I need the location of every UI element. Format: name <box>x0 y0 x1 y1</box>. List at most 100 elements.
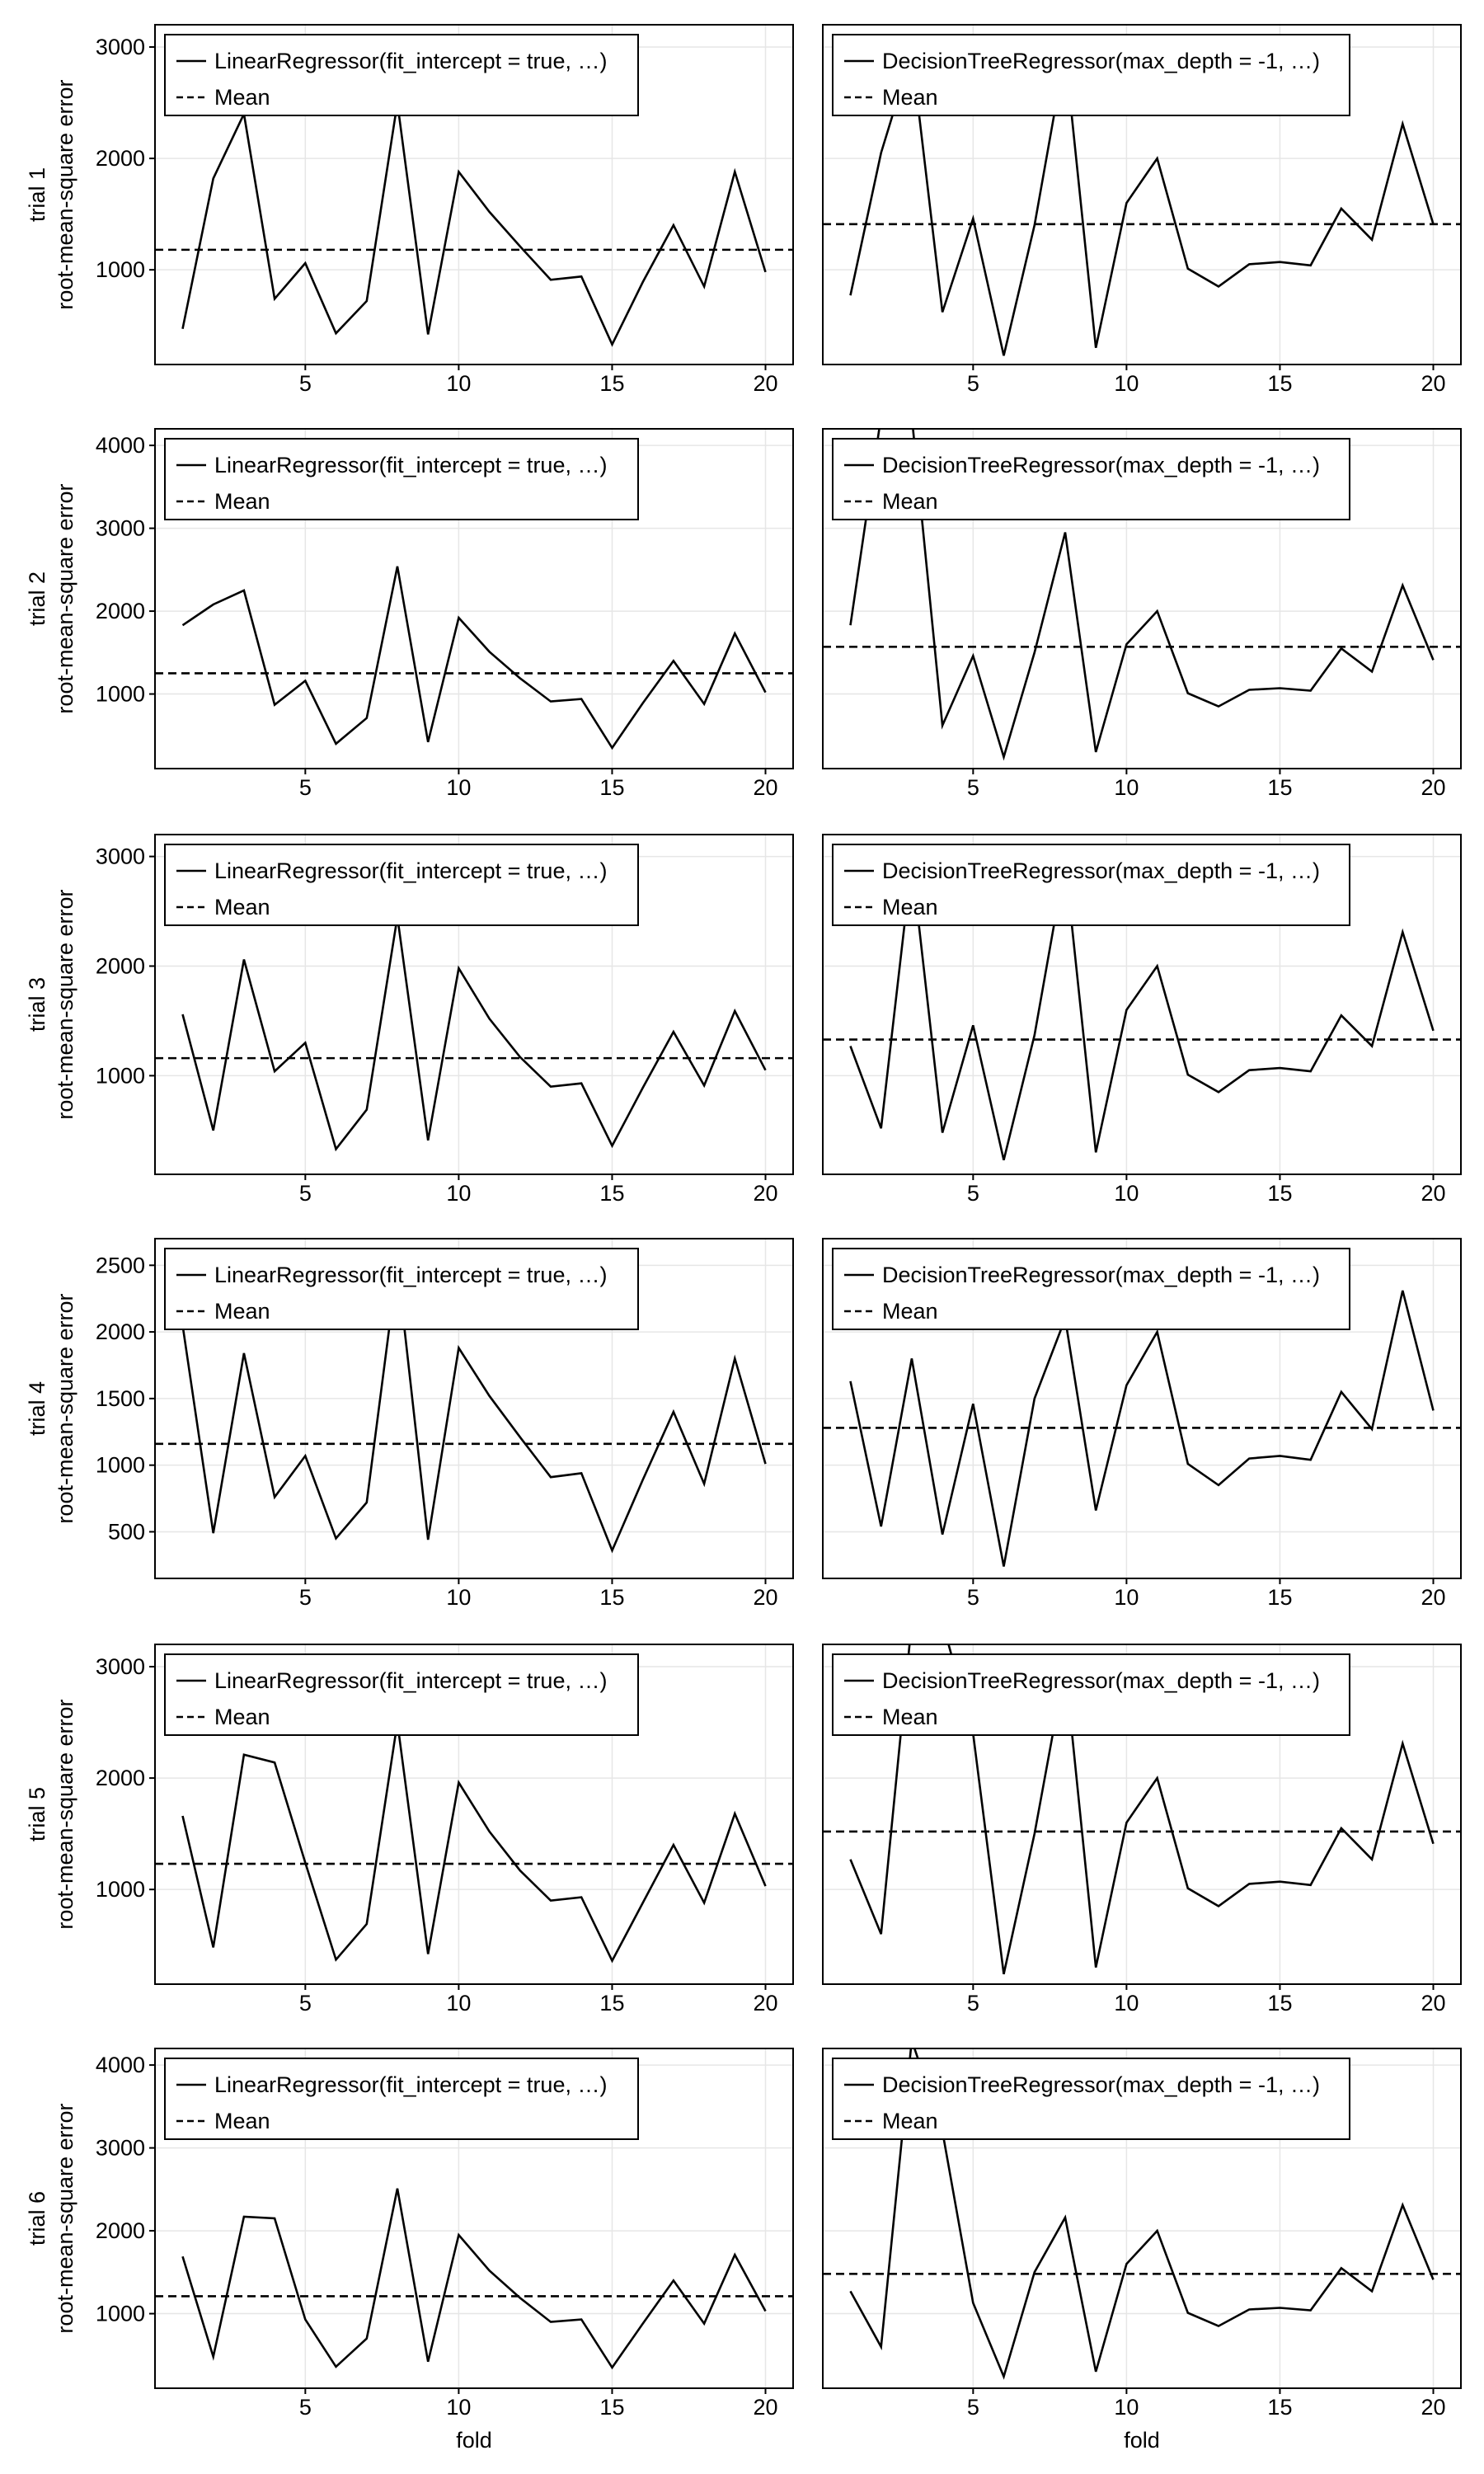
y-tick-label: 3000 <box>96 2136 145 2161</box>
series-line <box>181 1722 767 1964</box>
x-tick-label: 15 <box>1267 2395 1292 2420</box>
x-tick-label: 10 <box>446 1991 471 2015</box>
y-tick-label: 3000 <box>96 516 145 541</box>
x-tick-label: 20 <box>753 1181 777 1206</box>
x-tick-label: 15 <box>599 2395 624 2420</box>
series-line <box>849 2048 1435 2380</box>
plot-frame <box>154 24 794 365</box>
x-tick-label: 15 <box>1267 775 1292 800</box>
plot-frame <box>822 428 1462 769</box>
y-tick-label: 1000 <box>96 2302 145 2326</box>
y-tick-label: 2000 <box>96 953 145 978</box>
plot-frame <box>822 2048 1462 2389</box>
row-label: trial 2 <box>25 571 49 626</box>
x-tick-label: 20 <box>753 2395 777 2420</box>
y-tick-label: 500 <box>108 1519 145 1544</box>
x-tick-label: 5 <box>967 2395 979 2420</box>
legend-series-label: LinearRegressor(fit_intercept = true, …) <box>214 2072 607 2097</box>
legend-box <box>164 1248 639 1330</box>
series-line <box>849 1644 1435 1975</box>
series-line <box>849 861 1435 1161</box>
legend-series-label: DecisionTreeRegressor(max_depth = -1, …) <box>882 453 1320 477</box>
legend-mean-label: Mean <box>214 1705 270 1729</box>
x-axis-label: fold <box>1124 2428 1160 2453</box>
x-tick-label: 20 <box>1421 2395 1445 2420</box>
series-line <box>849 429 1435 761</box>
x-tick-label: 10 <box>446 371 471 396</box>
x-tick-label: 10 <box>446 1585 471 1610</box>
y-tick-label: 3000 <box>96 844 145 869</box>
legend-series-label: DecisionTreeRegressor(max_depth = -1, …) <box>882 1263 1320 1287</box>
x-tick-label: 15 <box>599 775 624 800</box>
panel-r6-c2: 5 10 15 20 DecisionTreeRegressor(max_depth =… <box>822 2048 1462 2453</box>
x-tick-label: 10 <box>446 1181 471 1206</box>
y-tick-label: 1500 <box>96 1386 145 1411</box>
legend-series-label: DecisionTreeRegressor(max_depth = -1, …) <box>882 2072 1320 2097</box>
x-tick-label: 15 <box>1267 1991 1292 2015</box>
x-tick-label: 15 <box>599 1585 624 1610</box>
panel-r2-c1: 5 10 15 20 1000 2000 3000 4000 LinearRegressor(f… <box>25 428 794 800</box>
x-tick-label: 5 <box>967 371 979 396</box>
x-tick-label: 5 <box>299 775 312 800</box>
legend-mean-label: Mean <box>214 489 270 514</box>
x-tick-label: 10 <box>1114 1181 1139 1206</box>
y-tick-label: 1000 <box>96 1877 145 1902</box>
legend-mean-label: Mean <box>882 1299 938 1324</box>
legend-box <box>164 844 639 926</box>
y-tick-label: 3000 <box>96 1654 145 1679</box>
x-tick-label: 15 <box>1267 1181 1292 1206</box>
series-line <box>181 566 767 750</box>
legend-box <box>832 1653 1350 1736</box>
y-tick-label: 2000 <box>96 1766 145 1790</box>
legend-box <box>164 2058 639 2140</box>
legend-series-label: DecisionTreeRegressor(max_depth = -1, …) <box>882 858 1320 883</box>
legend-series-label: LinearRegressor(fit_intercept = true, …) <box>214 49 607 73</box>
legend-mean-label: Mean <box>214 1299 270 1324</box>
x-tick-label: 5 <box>967 1181 979 1206</box>
panel-r4-c2: 5 10 15 20 DecisionTreeRegressor(max_depth =… <box>822 1238 1462 1610</box>
legend-box <box>832 844 1350 926</box>
panel-r2-c2: 5 10 15 20 DecisionTreeRegressor(max_depth =… <box>822 428 1462 800</box>
x-tick-label: 10 <box>1114 1991 1139 2015</box>
x-tick-label: 20 <box>753 1991 777 2015</box>
panel-r1-c2: 5 10 15 20 DecisionTreeRegressor(max_depth =… <box>822 24 1462 396</box>
x-tick-label: 5 <box>299 1181 312 1206</box>
x-tick-label: 20 <box>753 371 777 396</box>
y-tick-label: 4000 <box>96 433 145 458</box>
x-tick-label: 15 <box>1267 1585 1292 1610</box>
plot-frame <box>822 1644 1462 1985</box>
plot-frame <box>154 1238 794 1579</box>
y-tick-label: 4000 <box>96 2053 145 2077</box>
x-tick-label: 20 <box>1421 1181 1445 1206</box>
legend-box <box>164 1653 639 1736</box>
x-tick-label: 10 <box>1114 371 1139 396</box>
legend-series-label: DecisionTreeRegressor(max_depth = -1, …) <box>882 49 1320 73</box>
plot-frame <box>154 1644 794 1985</box>
x-tick-label: 5 <box>299 371 312 396</box>
y-tick-label: 2500 <box>96 1253 145 1277</box>
x-tick-label: 15 <box>599 1181 624 1206</box>
y-axis-label: root-mean-square error <box>53 79 77 309</box>
y-tick-label: 1000 <box>96 1063 145 1088</box>
series-line <box>849 52 1435 356</box>
series-line <box>181 2188 767 2370</box>
plot-frame <box>154 2048 794 2389</box>
panel-r3-c1: 5 10 15 20 1000 2000 3000 LinearRegressor(fit_i… <box>25 834 794 1206</box>
x-axis-label: fold <box>456 2428 492 2453</box>
panel-r6-c1: 5 10 15 20 1000 2000 3000 4000 LinearRegressor(f… <box>25 2048 794 2453</box>
x-tick-label: 5 <box>967 775 979 800</box>
x-tick-label: 10 <box>446 775 471 800</box>
plot-frame <box>154 834 794 1175</box>
y-tick-label: 1000 <box>96 1453 145 1478</box>
x-tick-label: 10 <box>1114 775 1139 800</box>
series-line <box>181 1265 767 1554</box>
legend-box <box>164 438 639 520</box>
series-line <box>849 1290 1435 1567</box>
row-label: trial 1 <box>25 167 49 222</box>
y-tick-label: 2000 <box>96 1319 145 1344</box>
row-label: trial 6 <box>25 2191 49 2246</box>
legend-mean-label: Mean <box>882 895 938 920</box>
x-tick-label: 20 <box>1421 775 1445 800</box>
legend-box <box>832 34 1350 116</box>
